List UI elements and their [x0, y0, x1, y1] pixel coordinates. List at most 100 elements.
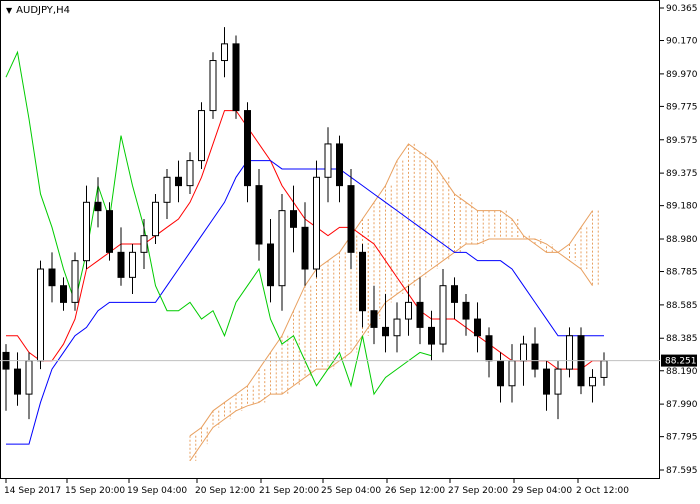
candle-body — [324, 143, 332, 178]
candle-body — [589, 376, 596, 387]
candle — [232, 35, 240, 119]
candle — [301, 202, 309, 286]
candle — [175, 160, 182, 203]
candle-body — [175, 176, 182, 187]
candle-body — [497, 360, 504, 387]
triangle-down-icon[interactable]: ▼ — [6, 6, 13, 15]
candle-body — [14, 368, 21, 395]
candle — [186, 152, 194, 194]
chart-title[interactable]: ▼ AUDJPY,H4 — [6, 5, 70, 16]
candle-body — [25, 360, 33, 395]
candle-body — [451, 285, 458, 303]
candle — [37, 260, 44, 370]
candle — [244, 102, 251, 203]
candle — [451, 277, 458, 320]
x-tick-label: 21 Sep 20:00 — [259, 486, 319, 496]
candle — [71, 252, 79, 311]
symbol-timeframe-label: AUDJPY,H4 — [16, 5, 70, 16]
time-axis[interactable]: 14 Sep 2017 15 Sep 20:00 19 Sep 04:00 20 Se… — [4, 479, 629, 496]
candle-body — [278, 210, 286, 287]
candle — [428, 310, 435, 361]
candle — [474, 302, 481, 353]
candle-body — [439, 285, 447, 345]
candle-body — [244, 110, 251, 187]
candle-body — [416, 301, 424, 328]
candle — [83, 185, 90, 270]
candle-body — [600, 360, 608, 378]
candle — [198, 102, 205, 169]
y-tick-label: 89.775 — [666, 102, 698, 112]
candle — [313, 160, 320, 278]
candle — [117, 227, 125, 286]
candle — [566, 327, 573, 378]
y-tick-label: 88.980 — [666, 235, 698, 245]
candle — [163, 168, 171, 219]
candle-body — [382, 326, 389, 337]
y-tick-label: 87.595 — [666, 466, 698, 476]
y-tick-label: 89.970 — [666, 70, 698, 80]
candle — [393, 302, 401, 353]
candle-body — [474, 318, 481, 337]
price-tag-value: 88.251 — [665, 357, 697, 367]
candle — [221, 27, 228, 78]
candle — [370, 285, 378, 345]
candle — [359, 244, 366, 328]
candle-body — [117, 251, 125, 278]
y-tick-label: 89.575 — [666, 136, 698, 146]
candle — [94, 177, 102, 228]
kijun-sen-line — [6, 160, 604, 445]
candle-body — [152, 201, 159, 237]
candle-body — [140, 235, 148, 253]
candle — [290, 185, 297, 253]
y-tick-label: 90.365 — [666, 4, 698, 14]
candle — [416, 277, 424, 345]
y-tick-label: 87.990 — [666, 400, 698, 410]
candle-body — [71, 260, 79, 303]
candle-body — [209, 60, 217, 112]
x-tick-label: 15 Sep 20:00 — [65, 486, 125, 496]
candle — [543, 360, 550, 411]
candle-body — [198, 110, 205, 162]
candle-body — [485, 335, 493, 362]
y-tick-label: 90.170 — [666, 37, 698, 47]
candle-body — [520, 343, 527, 362]
x-tick-label: 2 Oct 12:00 — [576, 486, 629, 496]
current-price-tag: 88.251 — [661, 354, 697, 367]
senkou-span-b-line — [189, 238, 593, 462]
x-tick-label: 14 Sep 2017 — [4, 486, 61, 496]
y-tick-label: 88.385 — [666, 334, 698, 344]
candle — [129, 244, 136, 295]
candle-body — [508, 360, 516, 387]
candle — [531, 327, 539, 378]
candle-body — [301, 226, 309, 270]
candle — [278, 193, 286, 311]
y-tick-label: 89.180 — [666, 202, 698, 212]
plot-area-frame — [0, 0, 660, 479]
candle-body — [37, 268, 44, 362]
candle — [439, 269, 447, 353]
candle-body — [221, 43, 228, 62]
candle — [48, 252, 56, 303]
candle-body — [313, 176, 320, 270]
candle — [209, 52, 217, 119]
x-tick-label: 29 Sep 04:00 — [512, 486, 572, 496]
y-tick-label: 87.795 — [666, 433, 698, 443]
candle-body — [186, 160, 194, 187]
candle-body — [255, 185, 263, 245]
candle-body — [83, 201, 90, 262]
x-tick-label: 27 Sep 20:00 — [448, 486, 508, 496]
candle — [382, 294, 389, 353]
candle-body — [566, 335, 573, 370]
candle — [152, 193, 159, 245]
price-axis[interactable]: 90.365 90.170 89.970 89.775 89.575 89.375 89.1… — [660, 4, 698, 476]
candle-body — [531, 343, 539, 370]
senkou-span-a-line — [189, 143, 593, 437]
candle — [106, 202, 113, 261]
candle-body — [232, 43, 240, 112]
candle — [405, 285, 412, 336]
candle — [267, 218, 274, 303]
candle-body — [462, 301, 470, 320]
candle — [140, 218, 148, 270]
